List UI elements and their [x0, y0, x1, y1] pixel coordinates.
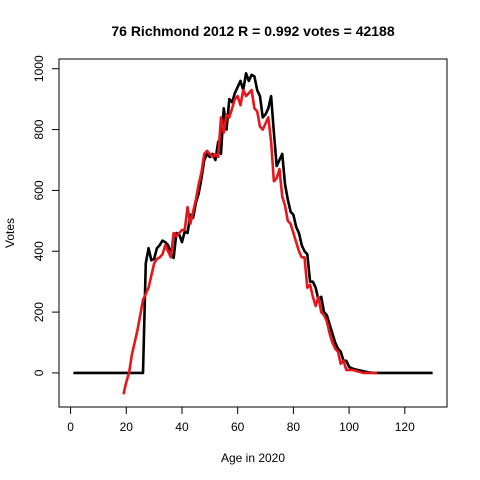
y-tick-label: 600 — [32, 180, 46, 200]
x-tick-label: 20 — [120, 420, 134, 434]
x-axis-label: Age in 2020 — [221, 451, 285, 465]
y-tick-label: 1000 — [32, 55, 46, 82]
x-tick-label: 120 — [395, 420, 415, 434]
plot-box — [58, 58, 448, 408]
y-axis-label: Votes — [3, 218, 17, 248]
x-tick-label: 0 — [67, 420, 74, 434]
chart-title: 76 Richmond 2012 R = 0.992 votes = 42188 — [111, 23, 394, 39]
y-tick-label: 0 — [32, 369, 46, 376]
y-tick-label: 800 — [32, 119, 46, 139]
y-tick-label: 400 — [32, 241, 46, 261]
data-line — [122, 88, 377, 395]
data-line — [73, 71, 433, 375]
x-tick-label: 100 — [339, 420, 359, 434]
x-tick-label: 40 — [175, 420, 189, 434]
x-tick-label: 60 — [231, 420, 245, 434]
x-tick-label: 80 — [287, 420, 301, 434]
y-tick-label: 200 — [32, 302, 46, 322]
